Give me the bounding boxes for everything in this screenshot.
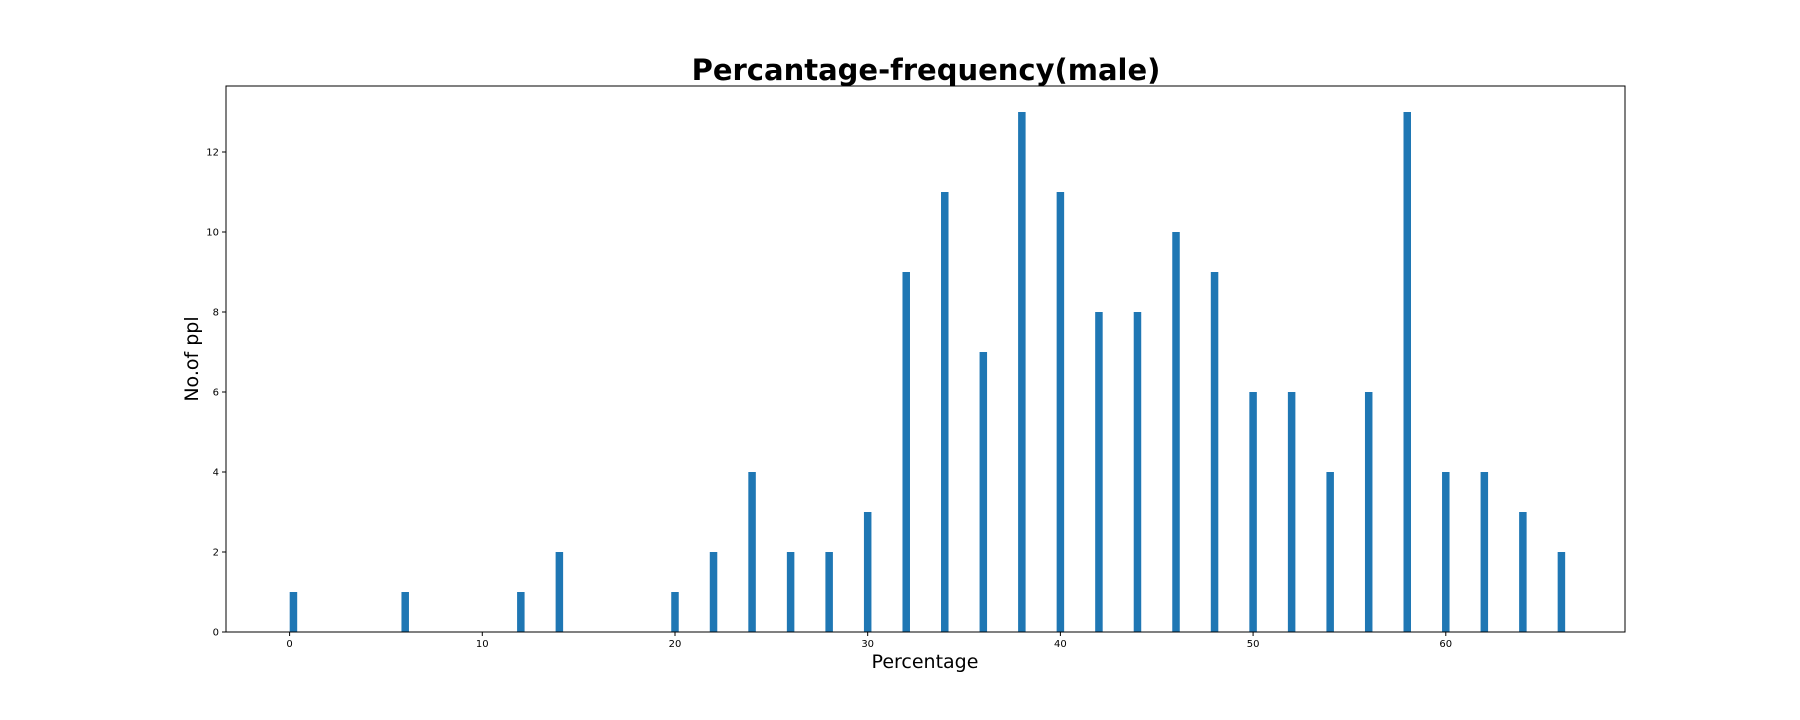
bar-8 [825,552,833,632]
bar-14 [1056,192,1065,632]
bar-25 [1480,472,1489,632]
x-tick-label-4: 40 [1054,639,1067,650]
bar-23 [1403,112,1411,632]
x-tick-label-0: 0 [286,639,292,650]
bar-1 [401,592,409,632]
bar-17 [1172,232,1180,632]
bar-19 [1249,392,1257,632]
bar-20 [1287,392,1296,632]
bar-7 [786,552,795,632]
bar-21 [1326,472,1334,632]
y-tick-label-0: 0 [213,628,219,639]
bar-3 [555,552,564,632]
x-tick-label-3: 30 [861,639,874,650]
y-tick-label-1: 2 [213,548,219,559]
bar-16 [1133,312,1142,632]
y-tick-label-5: 10 [206,228,219,239]
bar-12 [979,352,988,632]
bar-6 [748,472,756,632]
bar-10 [902,272,910,632]
bar-11 [941,192,949,632]
bars-layer [289,112,1566,632]
bar-0 [289,592,298,632]
x-tick-label-2: 20 [669,639,682,650]
bar-9 [863,512,872,632]
chart-title: Percantage-frequency(male) [692,53,1161,87]
y-tick-label-2: 4 [213,468,219,479]
bar-4 [671,592,679,632]
bar-2 [517,592,525,632]
x-tick-label-6: 60 [1439,639,1452,650]
x-ticks: 0 10 20 30 40 50 60 [286,632,1452,650]
bar-27 [1557,552,1566,632]
x-tick-label-1: 10 [476,639,489,650]
x-axis-label: Percentage [872,651,979,673]
bar-26 [1519,512,1527,632]
bar-5 [709,552,718,632]
y-axis-label: No.of ppl [181,316,203,401]
y-tick-label-6: 12 [206,148,219,159]
bar-22 [1364,392,1373,632]
plot-frame [225,85,1626,633]
bar-24 [1442,472,1450,632]
x-tick-label-5: 50 [1247,639,1260,650]
bar-18 [1210,272,1219,632]
y-tick-label-3: 6 [213,388,219,399]
y-ticks: 0 2 4 6 8 10 12 [206,148,226,639]
bar-13 [1018,112,1026,632]
y-tick-label-4: 8 [213,308,219,319]
bar-15 [1095,312,1103,632]
